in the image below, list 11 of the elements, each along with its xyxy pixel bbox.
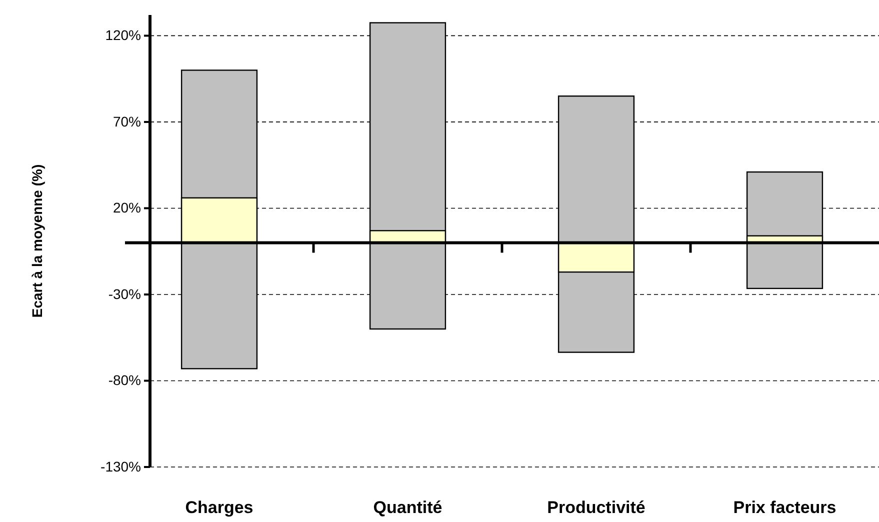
y-tick-label: 120% [105,27,141,44]
x-tick-label: Prix facteurs [733,498,836,517]
y-axis-title: Ecart à la moyenne (%) [29,164,45,318]
x-tick-label: Quantité [373,498,442,517]
x-tick-label: Charges [185,498,254,517]
y-tick-label: 70% [112,113,141,130]
y-tick-label: -80% [108,372,141,388]
y-tick-label: -130% [100,458,141,474]
y-tick-label: 20% [112,200,141,216]
x-tick-label: Productivité [547,498,646,517]
y-tick-label: -30% [108,286,141,302]
